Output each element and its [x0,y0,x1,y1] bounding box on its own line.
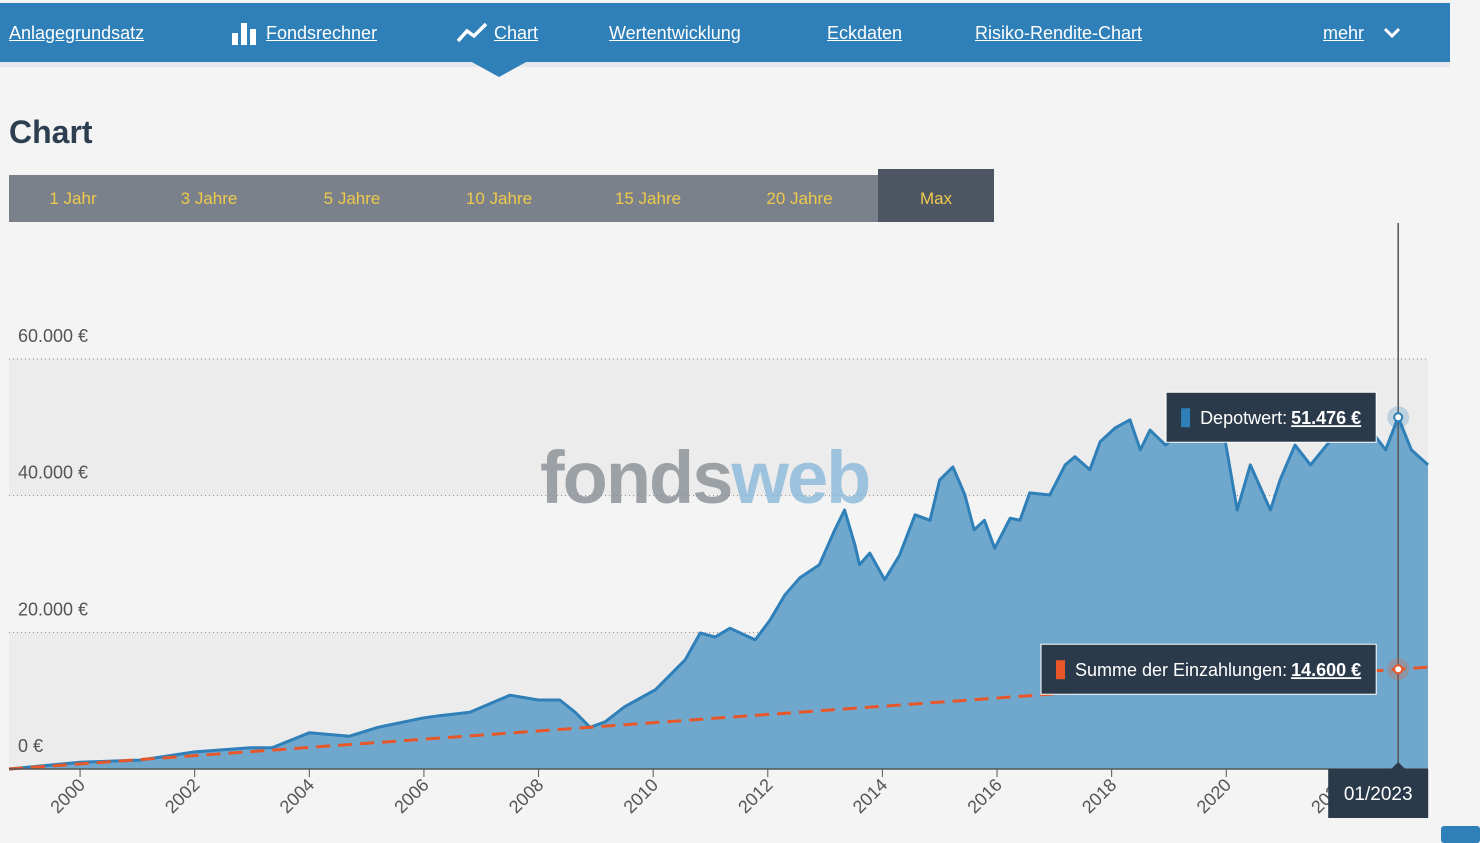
nav-bar: Anlagegrundsatz Fondsrechner Chart Werte… [0,3,1450,62]
x-tick-label: 2008 [505,775,547,817]
x-tick-label: 2000 [46,775,88,817]
period-button[interactable]: 15 Jahre [614,189,682,208]
marker [1393,664,1404,675]
x-label-box [1328,769,1429,818]
chevron-icon [1383,27,1401,39]
tooltip-swatch [1181,408,1191,428]
period-button[interactable]: 3 Jahre [180,189,238,208]
period-button[interactable]: 10 Jahre [465,189,533,208]
tooltip-value: 14.600 € [1291,660,1361,680]
watermark-part: web [730,436,869,519]
settings-button[interactable] [1441,826,1480,843]
nav-link[interactable]: Risiko-Rendite-Chart [975,23,1143,43]
period-button[interactable]: 20 Jahre [766,189,833,208]
period-button[interactable]: Max [878,169,994,222]
tooltip-label: Summe der Einzahlungen: [1075,660,1287,680]
watermark-part: fonds [540,436,731,519]
y-tick-label: 60.000 € [18,326,88,346]
nav-strip [0,62,1450,67]
watermark: fondsweb [540,436,869,519]
y-tick-label: 20.000 € [18,599,88,619]
line [8,415,1430,771]
nav-link[interactable]: Fondsrechner [266,23,378,43]
period-bar: 1 Jahr 3 Jahre 5 Jahre 10 Jahre 15 Jahre… [9,169,994,222]
bar-icon [232,23,256,45]
x-tick-label: 2020 [1193,775,1235,817]
x-label-pointer [1391,762,1406,769]
period-button[interactable]: 1 Jahr [49,189,97,208]
x-tick-label: 2002 [161,775,203,817]
x-tick-label: 2012 [734,775,776,817]
nav-link[interactable]: Wertentwicklung [609,23,741,43]
x-tick-label: 2018 [1078,775,1120,817]
tooltip-box [1165,391,1377,443]
nav-link[interactable]: Anlagegrundsatz [9,23,145,43]
x-tick-label: 2014 [849,775,891,817]
tooltip-value: 51.476 € [1291,408,1361,428]
period-button[interactable]: 5 Jahre [323,189,381,208]
x-label: 01/2023 [1344,784,1413,805]
x-tick-label: 2016 [963,775,1005,817]
active-pointer [470,61,528,77]
x-tick-label: 2006 [390,775,432,817]
line-icon [456,22,488,43]
nav-link[interactable]: mehr [1323,23,1365,43]
y-tick-label: 0 € [18,736,43,756]
tooltip-box [1040,643,1377,695]
tooltip-label: Depotwert: [1200,408,1287,428]
nav-link[interactable]: Chart [494,23,539,43]
marker [1393,412,1404,423]
x-tick-label: 2010 [620,775,662,817]
tooltip-swatch [1055,660,1065,680]
y-tick-label: 40.000 € [18,463,88,483]
x-tick-label: 2004 [276,775,318,817]
nav-link[interactable]: Eckdaten [827,23,903,43]
heading: Chart [9,114,93,150]
